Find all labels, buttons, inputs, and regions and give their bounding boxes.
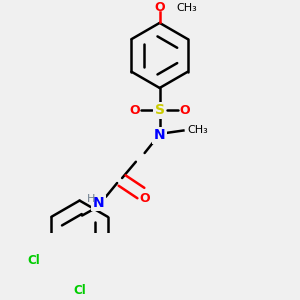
Text: O: O bbox=[154, 2, 165, 14]
Text: N: N bbox=[92, 196, 104, 210]
Text: Cl: Cl bbox=[73, 284, 86, 297]
Text: O: O bbox=[129, 104, 140, 117]
Text: CH₃: CH₃ bbox=[176, 3, 197, 13]
Text: O: O bbox=[179, 104, 190, 117]
Text: H: H bbox=[87, 194, 95, 204]
Text: Cl: Cl bbox=[27, 254, 40, 267]
Text: N: N bbox=[154, 128, 166, 142]
Text: S: S bbox=[154, 103, 165, 118]
Text: O: O bbox=[139, 191, 150, 205]
Text: CH₃: CH₃ bbox=[187, 125, 208, 136]
